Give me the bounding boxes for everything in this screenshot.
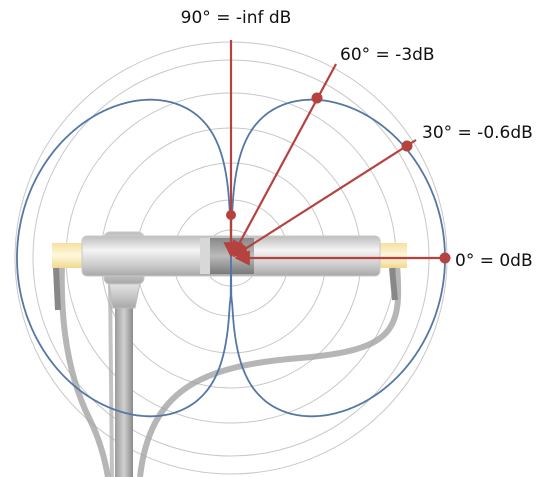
point-0	[439, 252, 451, 264]
point-60	[311, 92, 323, 104]
figure-eight-pattern	[16, 98, 446, 418]
label-60: 60° = -3dB	[340, 45, 435, 65]
point-30	[401, 140, 413, 152]
label-0: 0° = 0dB	[455, 251, 533, 271]
point-90	[226, 210, 236, 220]
arrow-30	[232, 139, 417, 257]
angle-arrows	[223, 40, 451, 266]
label-90: 90° = -inf dB	[181, 8, 292, 28]
label-30: 30° = -0.6dB	[422, 123, 533, 143]
